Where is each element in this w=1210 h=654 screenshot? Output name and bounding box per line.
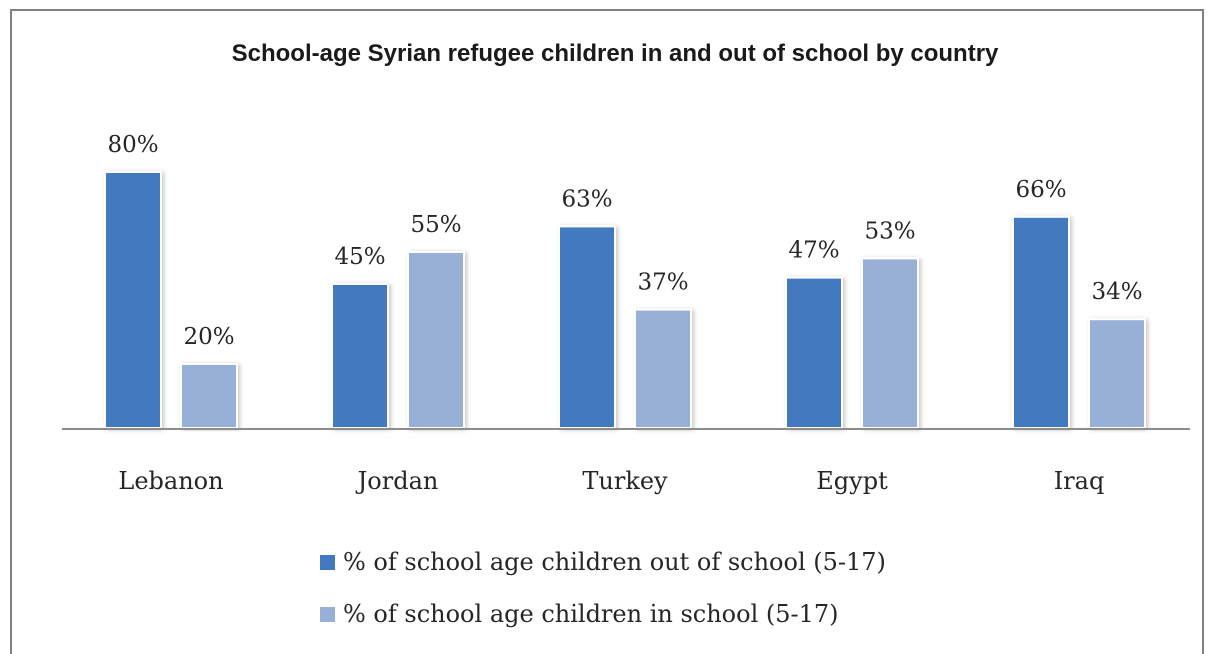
data-label-egypt-series-0: 47% [788,238,839,264]
bar-egypt-series-0 [785,276,843,429]
bar-turkey-series-1 [634,308,692,430]
x-tick-label-iraq: Iraq [1054,467,1105,495]
data-label-turkey-series-0: 63% [561,186,612,212]
data-label-iraq-series-1: 34% [1091,279,1142,305]
chart-title: School-age Syrian refugee children in an… [231,40,999,67]
bar-iraq-series-1 [1088,318,1146,430]
legend-label-out-of-school: % of school age children out of school (… [343,548,886,576]
data-label-lebanon-series-1: 20% [183,324,234,350]
data-label-iraq-series-0: 66% [1015,177,1066,203]
data-label-egypt-series-1: 53% [864,218,915,244]
x-tick-label-egypt: Egypt [816,467,888,495]
data-label-turkey-series-1: 37% [637,270,688,296]
bar-jordan-series-0 [331,283,389,429]
x-tick-label-lebanon: Lebanon [118,467,223,495]
legend-item-out-of-school: % of school age children out of school (… [320,536,886,588]
bar-lebanon-series-0 [104,171,162,429]
x-tick-label-jordan: Jordan [355,467,439,495]
x-tick-label-turkey: Turkey [582,467,668,495]
legend-item-in-school: % of school age children in school (5-17… [320,588,886,640]
legend-swatch-in-school [320,606,335,622]
bar-turkey-series-0 [558,225,616,429]
bar-jordan-series-1 [407,251,465,429]
legend-label-in-school: % of school age children in school (5-17… [343,600,839,628]
data-label-jordan-series-0: 45% [334,244,385,270]
bar-egypt-series-1 [861,257,919,429]
chart-legend: % of school age children out of school (… [320,536,886,640]
bar-lebanon-series-1 [180,363,238,429]
bar-iraq-series-0 [1012,215,1070,429]
legend-swatch-out-of-school [320,554,335,570]
data-label-jordan-series-1: 55% [410,212,461,238]
data-label-lebanon-series-0: 80% [107,132,158,158]
